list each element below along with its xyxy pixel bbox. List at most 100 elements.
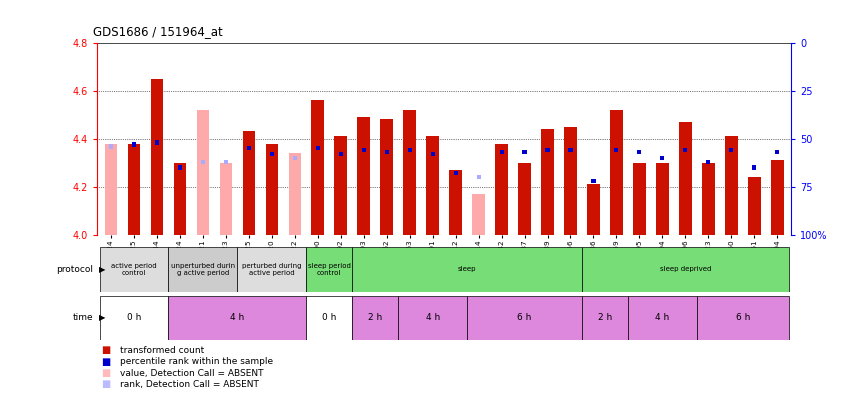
Bar (729, 148, 733, 152)
Bar (352, 296, 398, 340)
Bar (168, 296, 306, 340)
Bar (398, 296, 467, 340)
Bar (288, 153, 301, 235)
Bar (523, 150, 526, 154)
Bar (449, 170, 462, 235)
Bar (697, 296, 788, 340)
Bar (404, 110, 416, 235)
Text: 4 h: 4 h (230, 313, 244, 322)
Bar (168, 247, 238, 292)
Text: protocol: protocol (56, 265, 93, 274)
Bar (100, 296, 168, 340)
Text: active period
control: active period control (111, 263, 157, 276)
Text: sleep period
control: sleep period control (308, 263, 351, 276)
Bar (408, 148, 412, 152)
Bar (453, 171, 458, 175)
Text: sleep deprived: sleep deprived (660, 266, 711, 272)
Bar (684, 148, 688, 152)
Bar (546, 148, 550, 152)
Bar (311, 100, 324, 235)
Bar (362, 148, 365, 152)
Bar (352, 247, 582, 292)
Bar (706, 160, 711, 164)
Bar (431, 152, 435, 156)
Bar (752, 166, 756, 170)
Text: ■: ■ (102, 379, 111, 389)
Text: 4 h: 4 h (426, 313, 440, 322)
Bar (270, 152, 274, 156)
Bar (128, 143, 140, 235)
Text: ▶: ▶ (99, 265, 106, 274)
Bar (316, 146, 320, 150)
Bar (247, 146, 251, 150)
Bar (614, 148, 618, 152)
Bar (151, 79, 163, 235)
Bar (338, 152, 343, 156)
Bar (100, 247, 168, 292)
Text: unperturbed durin
g active period: unperturbed durin g active period (171, 263, 235, 276)
Bar (541, 129, 554, 235)
Bar (633, 163, 645, 235)
Bar (564, 127, 577, 235)
Bar (109, 144, 113, 149)
Bar (476, 175, 481, 179)
Bar (519, 163, 530, 235)
Bar (243, 132, 255, 235)
Bar (224, 160, 228, 164)
Bar (582, 296, 628, 340)
Text: 6 h: 6 h (735, 313, 750, 322)
Bar (293, 156, 297, 160)
Text: 6 h: 6 h (518, 313, 532, 322)
Bar (178, 166, 182, 170)
Text: ■: ■ (102, 345, 111, 355)
Bar (220, 163, 233, 235)
Text: 4 h: 4 h (656, 313, 669, 322)
Bar (357, 117, 370, 235)
Text: percentile rank within the sample: percentile rank within the sample (120, 357, 273, 366)
Bar (173, 163, 186, 235)
Bar (771, 160, 783, 235)
Text: sleep: sleep (458, 266, 476, 272)
Bar (587, 184, 600, 235)
Bar (238, 247, 306, 292)
Bar (306, 247, 352, 292)
Bar (105, 143, 118, 235)
Bar (495, 143, 508, 235)
Bar (426, 136, 439, 235)
Text: 2 h: 2 h (368, 313, 382, 322)
Bar (628, 296, 697, 340)
Bar (775, 150, 779, 154)
Bar (499, 150, 503, 154)
Text: time: time (73, 313, 93, 322)
Text: ▶: ▶ (99, 313, 106, 322)
Bar (679, 122, 692, 235)
Bar (196, 110, 209, 235)
Bar (306, 296, 352, 340)
Bar (702, 163, 715, 235)
Bar (748, 177, 761, 235)
Bar (569, 148, 573, 152)
Bar (472, 194, 485, 235)
Bar (201, 160, 205, 164)
Text: ■: ■ (102, 368, 111, 378)
Bar (582, 247, 788, 292)
Bar (132, 143, 136, 147)
Text: transformed count: transformed count (120, 346, 205, 355)
Bar (591, 179, 596, 183)
Text: rank, Detection Call = ABSENT: rank, Detection Call = ABSENT (120, 380, 259, 389)
Bar (656, 163, 668, 235)
Text: 0 h: 0 h (322, 313, 337, 322)
Text: perturbed during
active period: perturbed during active period (242, 263, 302, 276)
Bar (467, 296, 582, 340)
Bar (661, 156, 664, 160)
Bar (385, 150, 389, 154)
Bar (637, 150, 641, 154)
Text: ■: ■ (102, 357, 111, 367)
Text: GDS1686 / 151964_at: GDS1686 / 151964_at (93, 26, 222, 38)
Bar (610, 110, 623, 235)
Text: 2 h: 2 h (598, 313, 612, 322)
Bar (155, 141, 159, 145)
Bar (725, 136, 738, 235)
Text: 0 h: 0 h (127, 313, 141, 322)
Text: value, Detection Call = ABSENT: value, Detection Call = ABSENT (120, 369, 264, 377)
